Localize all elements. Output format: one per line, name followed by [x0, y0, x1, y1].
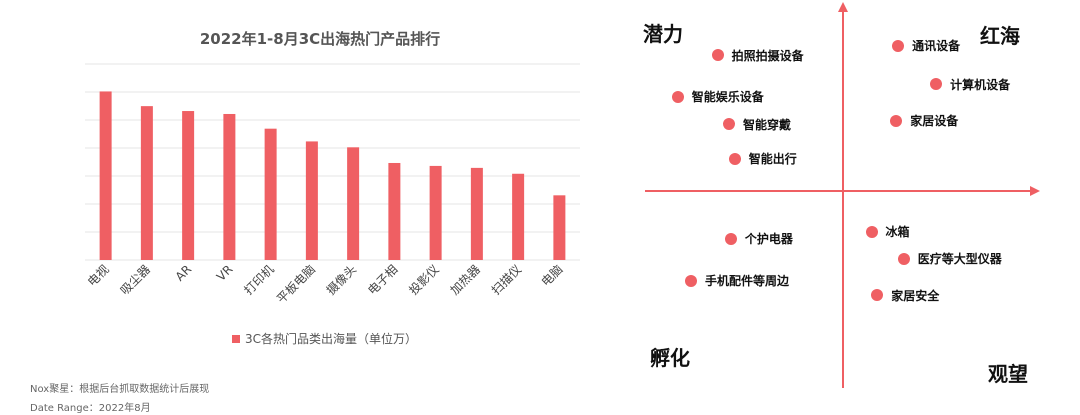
point-label: 医疗等大型仪器 [917, 252, 1002, 267]
point-label: 通讯设备 [912, 39, 961, 54]
bar [99, 91, 112, 260]
quadrant-point: 智能出行 [728, 150, 797, 167]
bar [347, 147, 360, 260]
point-marker [865, 225, 878, 238]
legend-label: 3C各热门品类出海量（单位万） [245, 332, 418, 346]
quadrant-label-potential: 潜力 [643, 22, 683, 46]
bar-legend: 3C各热门品类出海量（单位万） [232, 330, 417, 347]
bar [182, 111, 195, 260]
quadrant-point: 个护电器 [724, 230, 793, 247]
point-marker [728, 152, 741, 165]
quadrant-label-incubate: 孵化 [650, 346, 690, 370]
point-label: 智能娱乐设备 [691, 90, 764, 105]
bar [264, 128, 277, 260]
point-label: 智能穿戴 [743, 117, 792, 132]
quadrant-point: 家居设备 [890, 112, 958, 129]
bar [429, 165, 442, 260]
point-marker [723, 118, 735, 131]
point-label: 计算机设备 [950, 77, 1011, 92]
point-marker [890, 114, 903, 127]
source-note: Nox聚星：根据后台抓取数据统计后展现 [30, 384, 210, 395]
bar [553, 195, 566, 260]
legend-swatch [232, 334, 240, 343]
quadrant-point: 通讯设备 [892, 37, 960, 54]
point-label: 冰箱 [885, 225, 910, 240]
point-label: 个护电器 [744, 232, 793, 247]
bar [470, 167, 483, 260]
date-range-note: Date Range：2022年8月 [30, 403, 151, 414]
quadrant-point: 家居安全 [871, 287, 939, 304]
quadrant-label-red-sea: 红海 [980, 24, 1020, 48]
y-axis-arrow [838, 2, 848, 12]
quadrant-point: 计算机设备 [930, 76, 1010, 93]
point-marker [930, 78, 943, 91]
bar [223, 113, 236, 260]
point-label: 智能出行 [748, 152, 797, 167]
quadrant-label-watch: 观望 [988, 362, 1028, 386]
quadrant-point: 拍照拍摄设备 [711, 47, 804, 64]
point-label: 拍照拍摄设备 [731, 48, 804, 63]
quadrant-point: 智能穿戴 [723, 116, 791, 133]
bar-chart-title: 2022年1-8月3C出海热门产品排行 [199, 30, 441, 48]
quadrant-point: 手机配件等周边 [685, 272, 789, 289]
x-axis-arrow [1030, 186, 1040, 196]
quadrant-point: 冰箱 [865, 223, 910, 240]
point-marker [671, 90, 684, 103]
point-marker [685, 274, 697, 287]
quadrant-point: 智能娱乐设备 [671, 88, 764, 105]
bar [305, 141, 318, 260]
bar [388, 162, 401, 260]
point-marker [897, 252, 910, 265]
point-label: 家居安全 [891, 288, 940, 303]
point-label: 手机配件等周边 [705, 274, 790, 289]
point-marker [711, 49, 724, 61]
point-label: 家居设备 [910, 114, 959, 129]
bar [140, 106, 153, 260]
point-marker [724, 232, 737, 245]
quadrant-point: 医疗等大型仪器 [897, 250, 1002, 267]
point-marker [892, 39, 905, 52]
bar [512, 173, 525, 260]
point-marker [871, 289, 884, 302]
